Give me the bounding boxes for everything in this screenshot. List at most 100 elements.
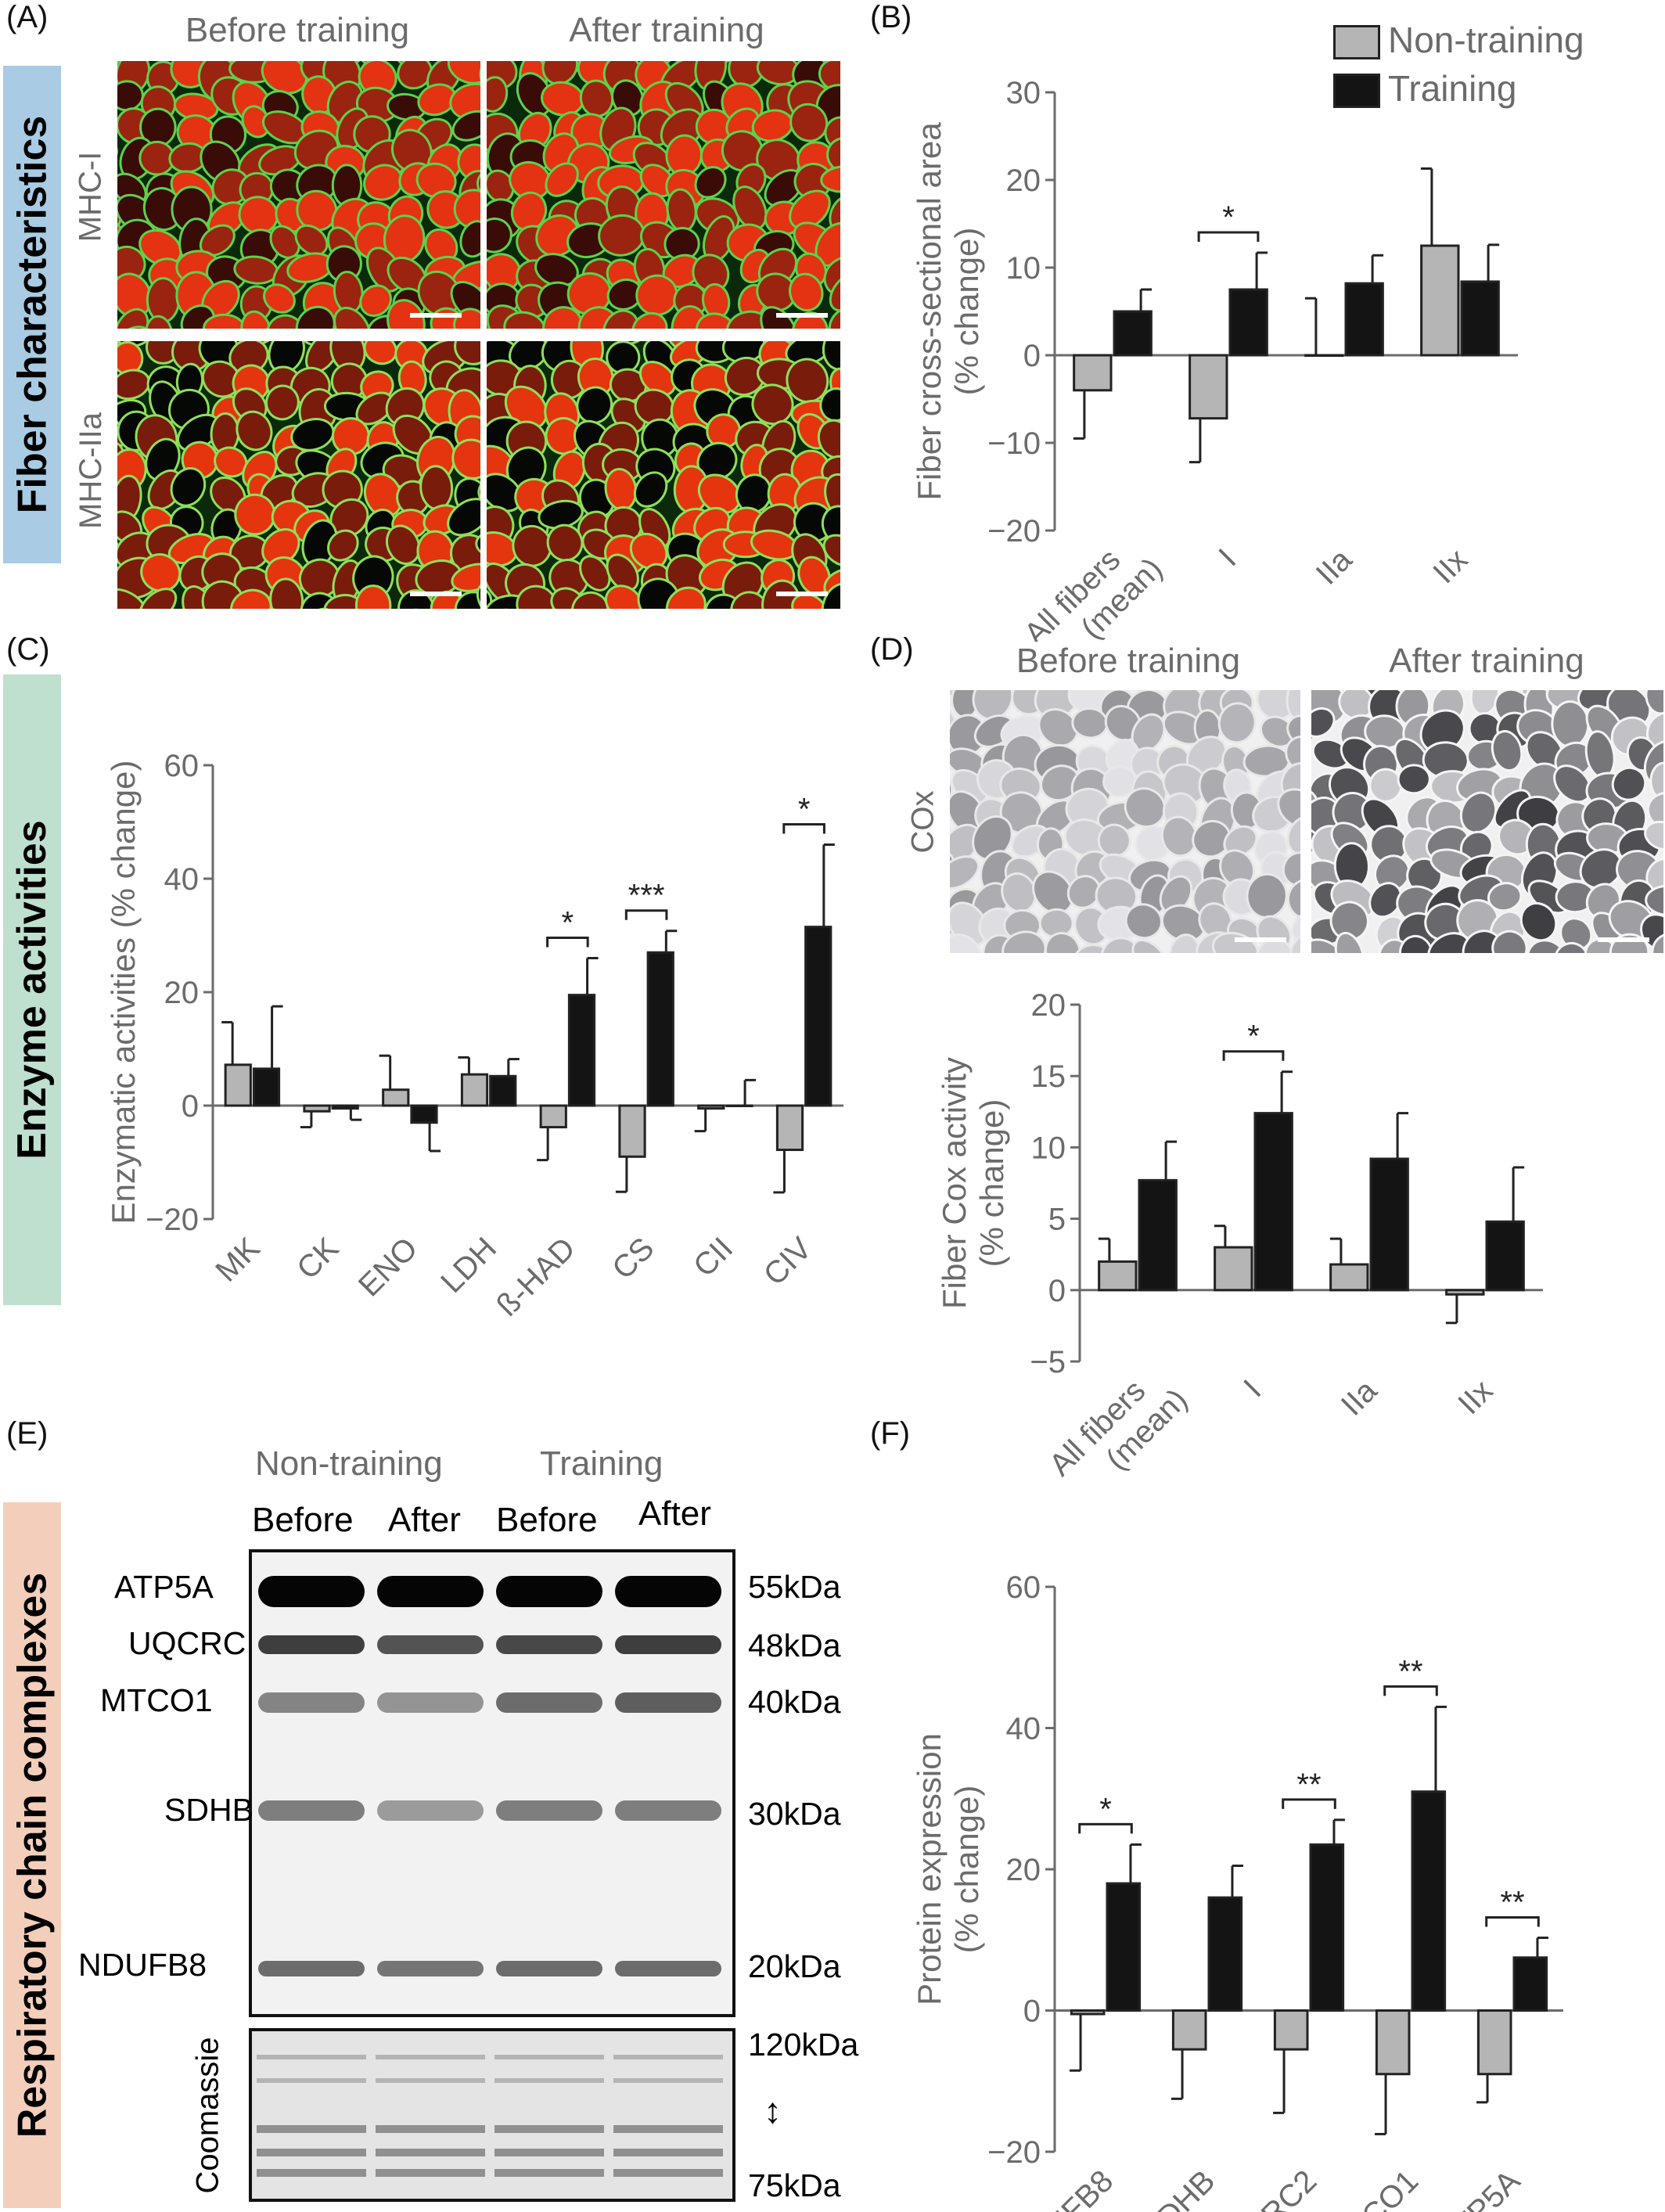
blot-lane-label: After <box>388 1501 461 1539</box>
gel-band <box>613 2169 723 2177</box>
scale-bar <box>1235 937 1286 942</box>
significance-marker: * <box>1247 1020 1260 1054</box>
bar-non-training <box>224 1063 252 1107</box>
gel-band <box>613 2149 723 2156</box>
y-tick-label: 60 <box>164 749 200 783</box>
x-tick-label: IIa <box>1335 1373 1384 1423</box>
significance-marker: ** <box>1500 1886 1524 1920</box>
y-tick-label: 20 <box>164 976 200 1010</box>
blot-band <box>258 1800 365 1821</box>
blot-band <box>377 1576 484 1607</box>
significance-bracket <box>1383 1685 1438 1696</box>
y-tick-label: 20 <box>1006 164 1041 198</box>
x-tick-label: UQCRC2 <box>1206 2163 1324 2212</box>
blot-band <box>496 1576 602 1607</box>
gel-band <box>494 2169 604 2177</box>
scale-bar <box>410 592 462 596</box>
panel-a-after-header: After training <box>569 11 764 49</box>
gel-band <box>376 2169 485 2177</box>
blot-marker-label: 30kDa <box>748 1796 841 1832</box>
blot-marker-label: 55kDa <box>748 1569 841 1605</box>
bar-training <box>252 1067 281 1107</box>
bar-non-training <box>618 1104 646 1158</box>
gel-band <box>494 2125 604 2133</box>
blot-band <box>377 1800 484 1821</box>
significance-marker: ** <box>1296 1768 1321 1802</box>
bar-training <box>410 1104 438 1124</box>
bar-training <box>1309 1843 1345 2012</box>
bar-non-training <box>1214 1246 1253 1292</box>
chart-c-enzyme-activities: −20 0 20 40 60 Enzymatic activities (% change… <box>105 749 843 1323</box>
panel-label-b: (B) <box>870 0 912 34</box>
blot-protein-label: ATP5A <box>114 1569 214 1605</box>
panel-label-a: (A) <box>6 0 49 34</box>
blot-band <box>258 1635 365 1654</box>
sidebar-enzyme-activities: Enzyme activities <box>3 674 61 1305</box>
bar-non-training <box>1375 2009 1411 2076</box>
gel-band <box>494 2078 604 2083</box>
blot-band <box>258 1961 365 1976</box>
significance-marker: * <box>1222 200 1235 235</box>
panel-a-row2-label: MHC-IIa <box>73 412 108 529</box>
bar-non-training <box>1445 1289 1485 1296</box>
bar-non-training <box>382 1088 410 1107</box>
x-tick-label: SDHB <box>1136 2163 1222 2212</box>
panel-d-before-header: Before training <box>1016 642 1241 680</box>
micrograph-mhc1-before <box>117 61 480 329</box>
bar-training <box>646 951 674 1107</box>
bar-non-training <box>1420 244 1460 357</box>
bar-training <box>1344 282 1384 357</box>
blot-marker-label: 20kDa <box>748 1948 841 1984</box>
x-tick-label: CK <box>290 1231 346 1286</box>
bar-training <box>1411 1790 1447 2012</box>
gel-band <box>613 2078 723 2083</box>
y-tick-label: −20 <box>987 514 1041 549</box>
blot-protein-label: SDHB <box>164 1792 254 1828</box>
significance-marker: * <box>562 906 574 941</box>
bar-non-training <box>303 1104 331 1113</box>
bar-training <box>1369 1157 1409 1292</box>
y-axis-label: Enzymatic activities (% change) <box>105 761 142 1225</box>
bar-training <box>1138 1178 1178 1292</box>
blot-band <box>496 1692 602 1713</box>
blot-band <box>377 1635 484 1654</box>
bar-training <box>331 1104 359 1110</box>
y-tick-label: 5 <box>1048 1203 1066 1237</box>
bar-non-training <box>539 1104 567 1129</box>
blot-band <box>615 1692 721 1713</box>
gel-band <box>613 2055 723 2059</box>
y-tick-label: −10 <box>987 426 1041 461</box>
bar-training <box>1106 1882 1142 2012</box>
panel-label-d: (D) <box>870 632 914 667</box>
significance-bracket <box>546 937 589 948</box>
significance-bracket <box>1222 1050 1285 1061</box>
gel-band <box>376 2125 485 2133</box>
legend-training-label: Training <box>1388 68 1517 109</box>
bar-non-training <box>460 1073 489 1107</box>
y-tick-label: 10 <box>1006 251 1041 286</box>
gel-band <box>376 2055 485 2059</box>
blot-band <box>258 1692 365 1713</box>
y-tick-label: 0 <box>1023 1994 1041 2029</box>
panel-label-e: (E) <box>6 1416 49 1451</box>
y-tick-label: 15 <box>1031 1059 1066 1094</box>
legend-training-swatch <box>1333 74 1380 108</box>
blot-group-non-training: Non-training <box>255 1444 443 1483</box>
x-tick-label: CS <box>606 1231 660 1286</box>
bar-training <box>804 926 832 1107</box>
y-tick-label: 20 <box>1006 1853 1041 1887</box>
sidebar-fiber-characteristics: Fiber characteristics <box>3 66 61 563</box>
panel-label-f: (F) <box>870 1416 911 1451</box>
gel-band <box>257 2078 366 2083</box>
sidebar-enzyme-label: Enzyme activities <box>9 820 56 1160</box>
gel-band <box>376 2078 485 2083</box>
bar-training <box>1113 310 1153 357</box>
blot-protein-label: MTCO1 <box>100 1682 213 1718</box>
sidebar-respiratory-label: Respiratory chain complexes <box>9 1572 56 2138</box>
bar-training <box>489 1074 517 1107</box>
bar-training <box>1512 1956 1548 2012</box>
blot-lane-label: Before <box>496 1501 598 1539</box>
y-tick-label: −20 <box>146 1203 199 1237</box>
bar-non-training <box>1329 1263 1369 1292</box>
significance-bracket <box>1485 1916 1540 1927</box>
